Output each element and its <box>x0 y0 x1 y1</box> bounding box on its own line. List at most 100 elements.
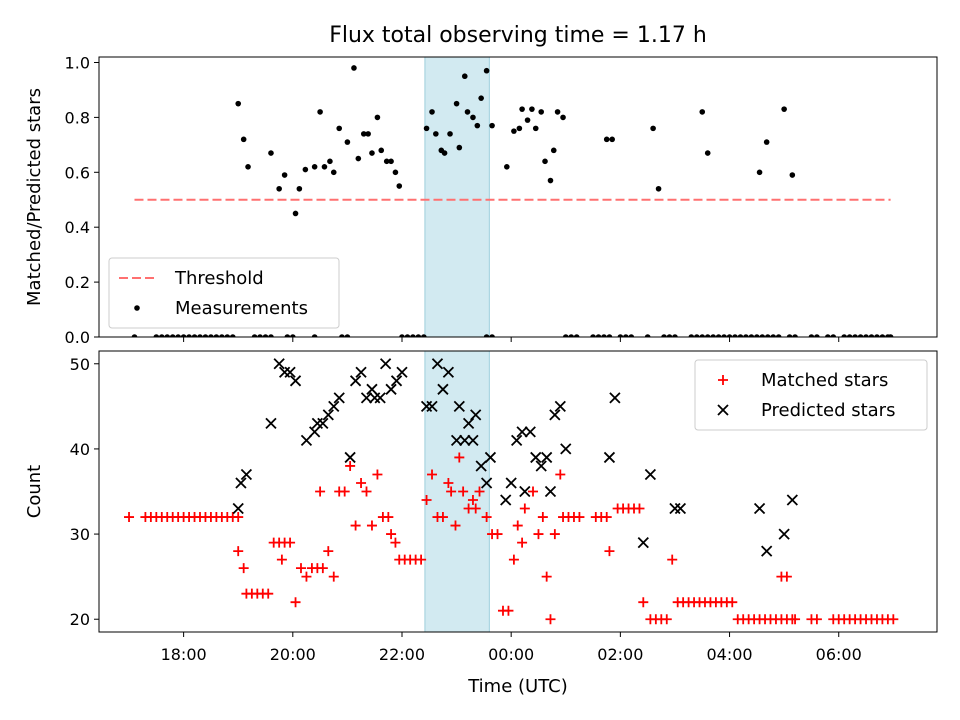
y-tick-label: 20 <box>70 610 90 629</box>
matched-star-marker <box>508 554 519 565</box>
predicted-star-marker <box>437 383 449 395</box>
matched-star-marker <box>467 495 478 506</box>
predicted-star-marker <box>459 434 471 447</box>
measurement-point <box>336 125 343 132</box>
measurement-point <box>609 136 615 143</box>
predicted-star-marker <box>390 375 403 387</box>
matched-star-marker <box>350 520 361 531</box>
chart-title: Flux total observing time = 1.17 h <box>329 23 707 48</box>
predicted-star-marker <box>426 400 438 412</box>
predicted-star-marker <box>644 468 657 481</box>
y-tick-label: 0.6 <box>65 163 90 182</box>
measurement-point <box>224 334 231 337</box>
measurement-point <box>268 334 274 337</box>
y-tick-label: 0.0 <box>65 328 90 347</box>
measurement-point <box>825 334 831 337</box>
matched-star-marker <box>233 546 244 557</box>
measurement-point <box>478 95 484 101</box>
predicted-star-marker <box>753 502 766 515</box>
predicted-star-marker <box>500 494 512 506</box>
predicted-star-marker <box>554 400 566 412</box>
measurement-point <box>699 109 706 115</box>
measurement-point <box>330 169 337 176</box>
matched-star-marker <box>555 469 566 480</box>
matched-star-marker <box>638 597 649 608</box>
predicted-star-marker <box>309 426 321 438</box>
predicted-star-marker <box>333 392 345 404</box>
measurement-point <box>456 144 463 151</box>
measurement-point <box>169 334 176 337</box>
legend-label: Matched stars <box>761 370 888 391</box>
matched-star-marker <box>301 571 312 582</box>
measurement-point <box>180 334 187 337</box>
matched-star-marker <box>781 571 792 582</box>
measurement-point <box>191 334 198 337</box>
plot-frame <box>98 56 938 338</box>
measurement-point <box>529 106 535 112</box>
measurement-point <box>550 147 557 154</box>
matched-star-marker <box>339 486 350 497</box>
measurement-point <box>542 158 548 165</box>
measurement-point <box>360 131 367 137</box>
measurement-point <box>240 136 247 143</box>
measurement-point <box>524 117 531 123</box>
predicted-star-marker <box>530 451 542 464</box>
measurement-point <box>433 131 439 137</box>
measurement-point <box>219 334 225 337</box>
plot-area <box>131 57 894 337</box>
measurement-point <box>732 334 738 337</box>
predicted-star-marker <box>541 451 553 464</box>
matched-star-marker <box>888 614 899 625</box>
measurement-point <box>311 334 318 337</box>
matched-star-marker <box>386 529 397 540</box>
plot-frame <box>98 350 938 633</box>
measurement-point <box>715 334 722 337</box>
measurement-point <box>158 334 165 337</box>
measurement-point <box>763 139 770 145</box>
measurement-point <box>644 334 651 337</box>
x-tick-label: 06:00 <box>816 645 862 664</box>
measurement-point <box>726 334 733 337</box>
predicted-star-marker <box>524 426 536 438</box>
measurement-point <box>759 334 766 337</box>
measurement-point <box>532 125 539 132</box>
measurement-point <box>344 334 351 337</box>
matched-star-marker <box>372 469 383 480</box>
legend: Threshold Measurements <box>108 257 340 329</box>
matched-star-marker <box>661 614 672 625</box>
measurement-point <box>383 158 390 165</box>
predicted-star-marker <box>366 383 378 395</box>
measurement-point <box>423 125 430 132</box>
predicted-star-marker <box>475 460 487 472</box>
matched-star-marker <box>124 512 135 523</box>
measurement-point <box>666 334 673 337</box>
measurement-point <box>560 114 566 121</box>
measurement-point <box>879 334 886 337</box>
predicted-star-marker <box>480 477 493 489</box>
y-axis-label: Count <box>24 465 45 518</box>
matched-star-marker <box>416 554 427 565</box>
measurement-point <box>789 172 796 178</box>
measurement-point <box>887 334 894 337</box>
predicted-star-marker <box>516 426 528 438</box>
matched-star-marker <box>361 486 372 497</box>
measurement-point <box>369 150 375 156</box>
measurement-point <box>672 334 678 337</box>
measurement-point <box>470 114 476 121</box>
measurement-point <box>562 334 569 337</box>
predicted-star-marker <box>273 358 285 370</box>
measurement-point <box>857 334 864 337</box>
predicted-star-marker <box>609 392 621 404</box>
measurement-point <box>302 166 309 173</box>
matched-star-marker <box>519 503 530 514</box>
legend-label: Measurements <box>175 298 308 319</box>
measurement-point <box>284 334 291 337</box>
predicted-star-marker <box>603 451 616 464</box>
matched-star-marker <box>528 486 539 497</box>
measurement-point <box>327 158 333 165</box>
matched-star-marker <box>383 512 394 523</box>
measurement-point <box>792 334 798 337</box>
matched-star-marker <box>634 503 645 514</box>
measurement-point <box>245 164 251 170</box>
matched-star-marker <box>601 512 612 523</box>
